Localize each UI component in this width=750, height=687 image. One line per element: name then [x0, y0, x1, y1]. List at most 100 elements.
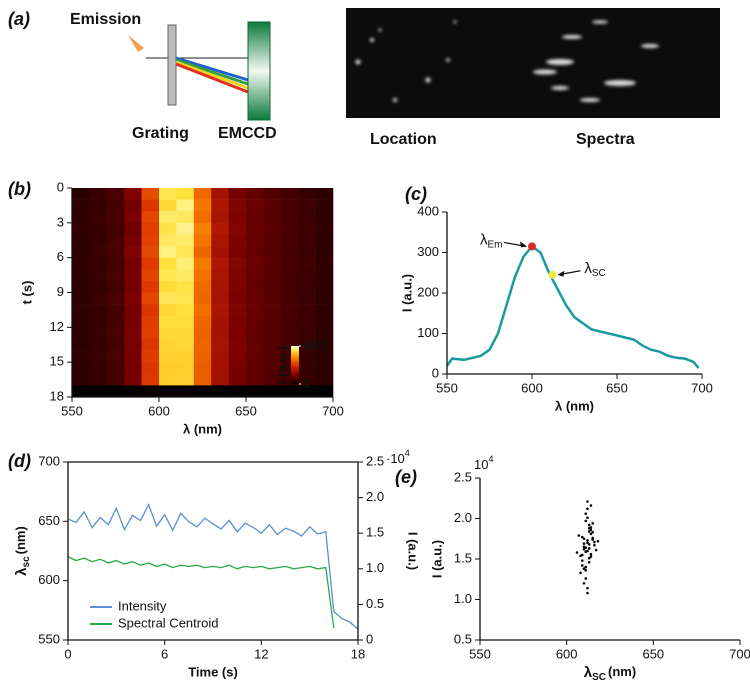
heat-cell: [211, 280, 229, 293]
heat-cell: [124, 304, 142, 317]
dispersed-beam: [175, 60, 249, 90]
y-tick-label: 9: [57, 284, 64, 299]
heat-cell: [72, 280, 90, 293]
heat-cell: [159, 373, 177, 386]
legend-label: Spectral Centroid: [118, 615, 218, 630]
colorbar-segment: [291, 361, 299, 364]
line: [67, 503, 359, 630]
x-tick-label: 0: [64, 646, 71, 661]
heat-cell: [89, 222, 108, 235]
heat-cell: [280, 304, 299, 317]
dispersed-beam: [175, 58, 249, 86]
heat-cell: [298, 327, 316, 340]
heat-cell: [193, 327, 212, 340]
heat-cell: [263, 199, 282, 212]
heat-cell: [89, 292, 108, 305]
line: [445, 244, 700, 369]
heat-cell: [211, 222, 229, 235]
heat-cell: [176, 222, 195, 235]
heat-cell: [211, 304, 229, 317]
heat-cell: [211, 269, 229, 282]
heat-cell: [159, 385, 177, 398]
heat-cell: [141, 373, 160, 386]
heat-cell: [211, 373, 229, 386]
heat-cell: [141, 338, 160, 351]
heat-cell: [159, 234, 177, 247]
heat-cell: [106, 373, 125, 386]
multiplier-exp: 4: [405, 448, 410, 458]
heat-cell: [176, 188, 195, 200]
heat-cell: [193, 338, 212, 351]
heat-cell: [211, 211, 229, 224]
panel-label: (c): [405, 184, 427, 204]
x-axis-label-sub: SC: [592, 672, 606, 683]
y-tick-label: 700: [38, 453, 60, 468]
heat-cell: [263, 234, 282, 247]
heat-cell: [228, 327, 247, 340]
y-tick-label: 15: [50, 354, 64, 369]
x-tick-label: 650: [642, 646, 664, 661]
heat-cell: [315, 269, 334, 282]
y2-tick-label: 2.0: [366, 489, 384, 504]
point: [589, 532, 593, 536]
x-tick-label: 600: [556, 646, 578, 661]
heat-cell: [246, 327, 264, 340]
heat-cell: [106, 315, 125, 328]
point: [587, 543, 591, 546]
colorbar-segment: [291, 365, 299, 368]
point: [593, 543, 596, 547]
y2-axis-label: I (a.u.): [406, 532, 421, 570]
point: [587, 530, 591, 533]
y-tick-label: 1.0: [454, 591, 472, 606]
heat-cell: [141, 199, 160, 212]
heat-cell: [298, 385, 316, 398]
point: [582, 542, 586, 545]
heat-cell: [124, 373, 142, 386]
heat-cell: [141, 234, 160, 247]
heat-cell: [124, 199, 142, 212]
heat-cell: [159, 362, 177, 375]
heat-cell: [106, 385, 125, 398]
heat-cell: [280, 211, 299, 224]
heat-cell: [106, 292, 125, 305]
heat-cell: [298, 234, 316, 247]
y-tick-label: 600: [38, 572, 60, 587]
heat-cell: [298, 199, 316, 212]
heat-cell: [176, 315, 195, 328]
grating: [167, 24, 177, 106]
x-tick-label: 6: [161, 646, 168, 661]
dispersed-beam: [175, 62, 249, 94]
heat-cell: [280, 338, 299, 351]
axis-multiplier: 104: [474, 454, 493, 472]
y-tick-label: 100: [417, 325, 439, 340]
heat-cell: [228, 188, 247, 200]
y-axis-label-sub: sc: [21, 556, 32, 568]
heat-cell: [89, 315, 108, 328]
heat-cell: [228, 211, 247, 224]
point: [587, 523, 591, 527]
point: [591, 522, 594, 525]
heat-cell: [246, 373, 264, 386]
heat-cell: [106, 269, 125, 282]
heat-cell: [193, 280, 212, 293]
heat-cell: [315, 292, 334, 305]
point: [582, 582, 586, 585]
point: [589, 528, 593, 532]
colorbar-segment: [291, 378, 299, 381]
heat-cell: [228, 234, 247, 247]
heat-cell: [176, 269, 195, 282]
heat-cell: [106, 188, 125, 200]
heat-cell: [159, 304, 177, 317]
heat-cell: [263, 304, 282, 317]
heat-cell: [141, 362, 160, 375]
heat-cell: [141, 188, 160, 200]
heat-cell: [141, 269, 160, 282]
heat-cell: [298, 269, 316, 282]
point: [586, 586, 589, 590]
heat-cell: [141, 280, 160, 293]
heat-cell: [141, 257, 160, 270]
heat-cell: [246, 269, 264, 282]
y-tick-label: 0: [432, 365, 439, 380]
heat-cell: [124, 362, 142, 375]
heat-cell: [298, 246, 316, 258]
